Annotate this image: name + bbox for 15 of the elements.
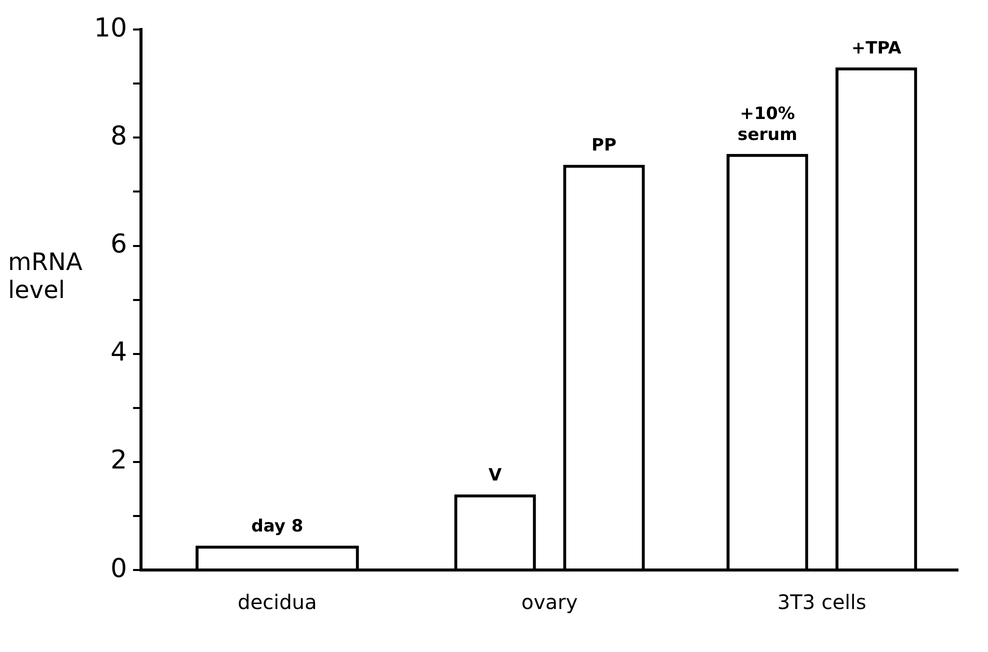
y-tick-label: 6 bbox=[110, 230, 128, 260]
series-label: day 8 bbox=[251, 516, 304, 537]
y-tick-label: 0 bbox=[110, 554, 128, 584]
x-tick-label: decidua bbox=[238, 590, 317, 614]
x-tick-label: 3T3 cells bbox=[777, 590, 866, 614]
y-tick-label: 4 bbox=[110, 338, 128, 368]
y-axis-title: mRNA level bbox=[8, 248, 82, 304]
x-tick-label: ovary bbox=[521, 590, 578, 614]
y-tick-label: 8 bbox=[110, 121, 128, 152]
series-label: V bbox=[488, 465, 502, 486]
series-label: PP bbox=[592, 136, 616, 156]
series-label: +10% serum bbox=[737, 104, 798, 145]
y-tick-label: 2 bbox=[110, 446, 128, 476]
series-label: +TPA bbox=[851, 38, 902, 58]
y-tick-label: 10 bbox=[94, 13, 128, 44]
